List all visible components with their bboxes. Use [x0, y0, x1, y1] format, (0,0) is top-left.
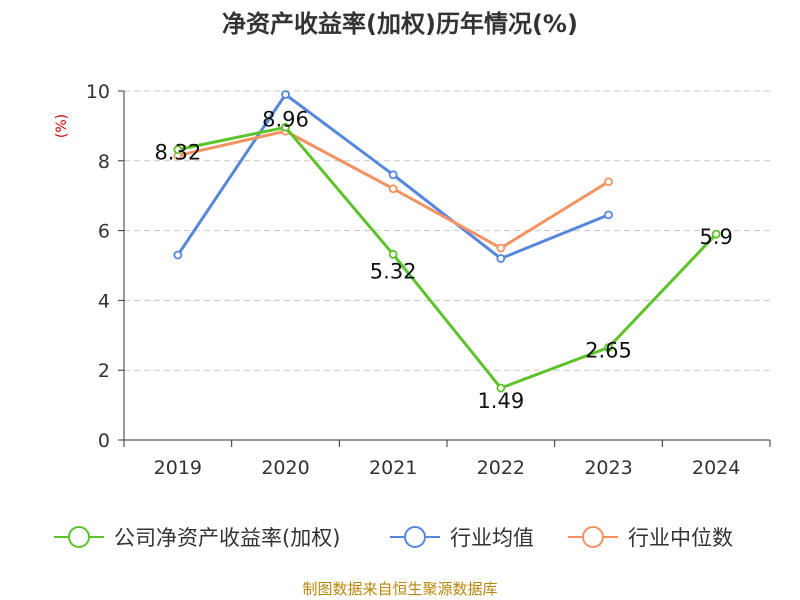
x-tick-label: 2021: [369, 457, 417, 479]
y-tick-label: 4: [98, 290, 110, 312]
data-label: 5.9: [699, 225, 732, 249]
source-note: 制图数据来自恒生聚源数据库: [302, 580, 497, 598]
data-point: [173, 250, 183, 260]
y-tick-label: 6: [98, 221, 110, 243]
y-tick-label: 0: [98, 430, 110, 452]
data-label: 8.96: [262, 107, 309, 131]
data-point: [173, 145, 183, 155]
y-tick-label: 2: [98, 360, 110, 382]
data-point: [604, 177, 613, 187]
data-point: [496, 383, 506, 393]
data-label: 1.49: [477, 389, 524, 413]
chart-title: 净资产收益率(加权)历年情况(%): [222, 10, 578, 38]
legend-swatch-marker: [582, 526, 604, 548]
y-axis-label: (%): [54, 114, 70, 138]
data-label: 2.65: [585, 339, 632, 363]
legend-label: 行业均值: [450, 526, 534, 550]
y-tick-label: 10: [86, 81, 110, 103]
grid-lines: [124, 90, 770, 371]
x-tick-label: 2022: [477, 457, 525, 479]
data-point: [496, 254, 506, 263]
data-point: [281, 90, 290, 99]
data-label: 8.32: [154, 141, 201, 165]
series-lines: [173, 90, 721, 393]
x-tick-label: 2023: [584, 457, 632, 479]
data-labels: 8.32 8.96 5.32 1.49 2.65 5.9: [154, 107, 732, 413]
data-point: [604, 343, 613, 352]
data-point: [496, 243, 506, 253]
y-tick-label: 8: [98, 151, 110, 173]
data-point: [711, 229, 721, 239]
data-label: 5.32: [370, 259, 417, 283]
legend-swatch-marker: [68, 526, 90, 548]
legend-label: 公司净资产收益率(加权): [114, 526, 340, 550]
x-tick-label: 2020: [261, 457, 309, 479]
legend-label: 行业中位数: [628, 526, 733, 550]
data-point: [281, 122, 290, 132]
data-point: [604, 210, 613, 220]
x-tick-label: 2019: [154, 457, 202, 479]
legend: 公司净资产收益率(加权) 行业均值 行业中位数: [54, 526, 733, 550]
data-point: [388, 184, 398, 194]
series-line-0: [177, 125, 718, 390]
data-point: [388, 249, 398, 259]
axes: 0 2 4 6 8 10 2019 2020 2021 2022 2023 2024: [86, 81, 771, 479]
data-point: [388, 170, 398, 180]
legend-swatch-marker: [404, 526, 426, 548]
x-tick-label: 2024: [692, 457, 740, 479]
